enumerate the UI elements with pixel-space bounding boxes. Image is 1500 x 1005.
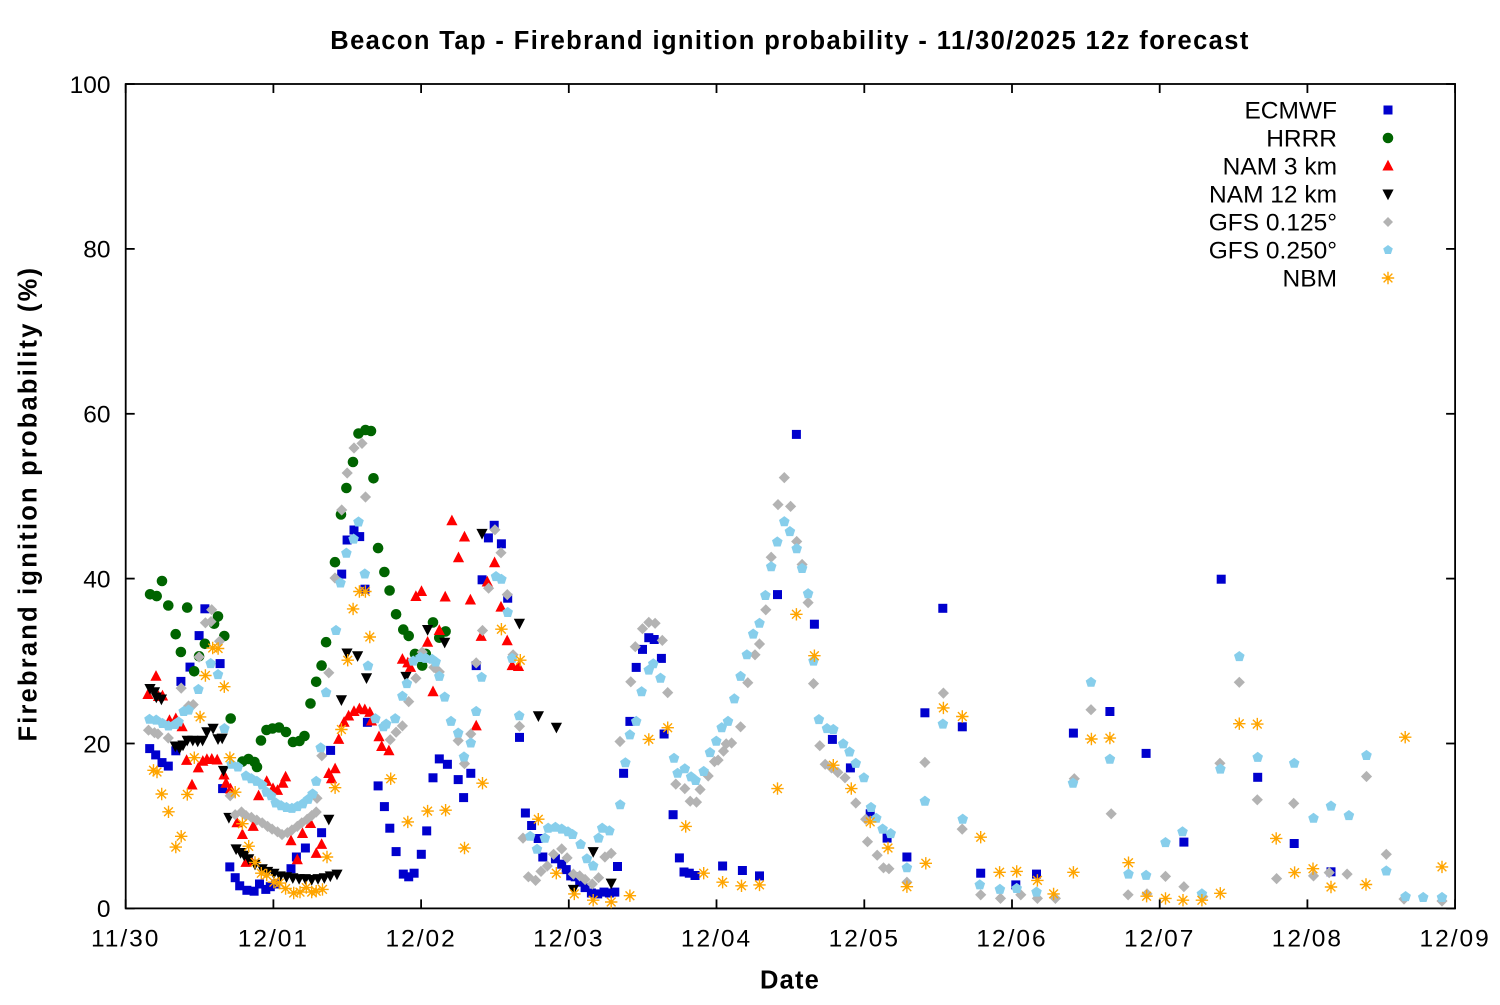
- svg-text:NBM: NBM: [1283, 266, 1337, 293]
- svg-text:20: 20: [83, 731, 110, 758]
- svg-text:12/09: 12/09: [1419, 926, 1490, 953]
- svg-text:12/03: 12/03: [533, 926, 604, 953]
- svg-text:12/06: 12/06: [976, 926, 1047, 953]
- svg-text:11/30: 11/30: [91, 926, 161, 953]
- svg-text:80: 80: [83, 237, 110, 264]
- svg-text:Beacon Tap - Firebrand ignitio: Beacon Tap - Firebrand ignition probabil…: [330, 27, 1249, 55]
- svg-text:NAM 3 km: NAM 3 km: [1223, 154, 1337, 181]
- svg-text:0: 0: [97, 896, 111, 923]
- svg-text:GFS 0.250°: GFS 0.250°: [1209, 238, 1337, 265]
- svg-text:12/04: 12/04: [681, 926, 752, 953]
- svg-text:HRRR: HRRR: [1266, 126, 1337, 153]
- svg-text:40: 40: [83, 566, 110, 593]
- svg-text:60: 60: [83, 402, 110, 429]
- svg-text:12/02: 12/02: [385, 926, 456, 953]
- svg-text:12/05: 12/05: [829, 926, 900, 953]
- svg-text:100: 100: [70, 72, 111, 99]
- svg-text:12/01: 12/01: [238, 926, 309, 953]
- svg-text:NAM 12 km: NAM 12 km: [1209, 182, 1337, 209]
- svg-text:ECMWF: ECMWF: [1244, 98, 1337, 125]
- svg-text:12/07: 12/07: [1124, 926, 1195, 953]
- svg-text:Date: Date: [760, 967, 820, 995]
- svg-text:Firebrand ignition probability: Firebrand ignition probability (%): [15, 266, 43, 742]
- svg-text:12/08: 12/08: [1272, 926, 1343, 953]
- svg-text:GFS 0.125°: GFS 0.125°: [1209, 210, 1337, 237]
